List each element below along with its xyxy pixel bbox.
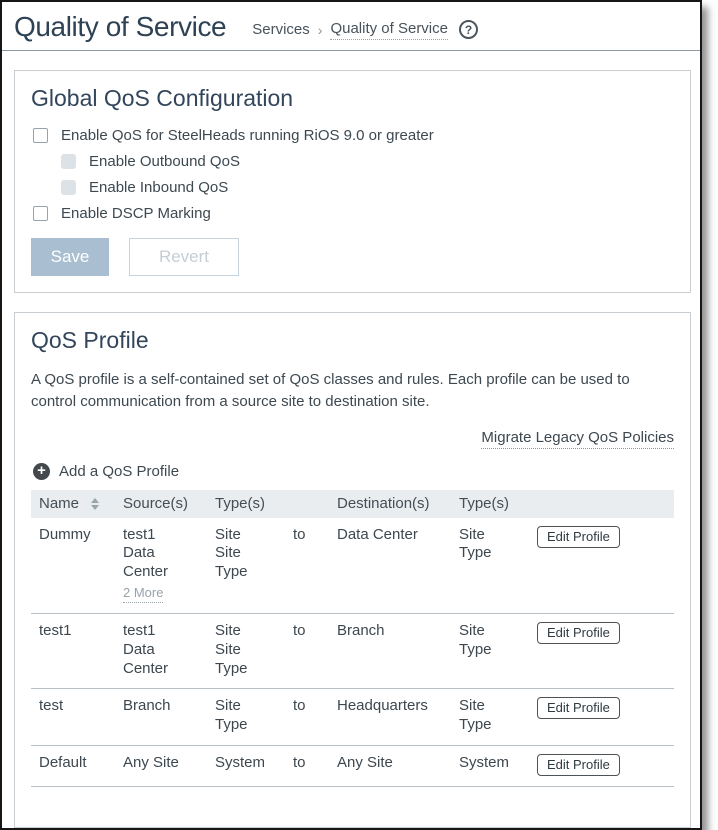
add-qos-profile-label: Add a QoS Profile <box>59 462 180 480</box>
column-header-to <box>285 489 329 518</box>
column-header-name-label: Name <box>39 494 80 512</box>
edit-profile-button[interactable]: Edit Profile <box>537 622 620 644</box>
profile-source-types-cell: Site Site Type <box>207 613 285 690</box>
profile-edit-cell: Edit Profile <box>529 688 674 746</box>
page-title: Quality of Service <box>14 11 227 42</box>
profile-to-cell: to <box>285 517 329 614</box>
enable-inbound-qos-checkbox <box>61 180 76 195</box>
enable-inbound-qos-row: Enable Inbound QoS <box>61 179 674 196</box>
profile-name-cell: test1 <box>31 613 115 690</box>
table-row: Default Any Site System to Any Site Syst… <box>31 745 674 787</box>
revert-button[interactable]: Revert <box>129 238 239 276</box>
enable-qos-row: Enable QoS for SteelHeads running RiOS 9… <box>33 127 674 144</box>
edit-profile-button[interactable]: Edit Profile <box>537 525 620 548</box>
column-header-sources: Source(s) <box>115 489 207 518</box>
enable-qos-checkbox[interactable] <box>33 128 48 143</box>
column-header-name[interactable]: Name <box>31 489 115 518</box>
enable-dscp-checkbox[interactable] <box>33 206 48 221</box>
profile-to-cell: to <box>285 745 329 787</box>
enable-outbound-qos-row: Enable Outbound QoS <box>61 153 674 170</box>
breadcrumb-services-link[interactable]: Services <box>252 21 310 38</box>
enable-qos-label: Enable QoS for SteelHeads running RiOS 9… <box>61 127 434 144</box>
column-header-destinations: Destination(s) <box>329 489 451 518</box>
global-qos-panel: Global QoS Configuration Enable QoS for … <box>14 70 691 293</box>
profile-dest-types-cell: Site Type <box>451 688 529 746</box>
migrate-legacy-link[interactable]: Migrate Legacy QoS Policies <box>481 428 674 449</box>
sort-icon <box>91 497 100 510</box>
profile-destinations-cell: Data Center <box>329 517 451 614</box>
save-button[interactable]: Save <box>31 238 109 276</box>
profile-sources-cell: test1 Data Center 2 More <box>115 517 207 614</box>
enable-dscp-row: Enable DSCP Marking <box>33 205 674 222</box>
breadcrumb-separator-icon: › <box>317 21 323 38</box>
column-header-dest-types: Type(s) <box>451 489 529 518</box>
profile-dest-types-cell: Site Type <box>451 613 529 690</box>
global-qos-actions: Save Revert <box>31 238 674 276</box>
global-qos-heading: Global QoS Configuration <box>31 85 294 111</box>
qos-profile-description: A QoS profile is a self-contained set of… <box>31 371 630 410</box>
profile-edit-cell: Edit Profile <box>529 613 674 690</box>
page-header: Quality of Service Services › Quality of… <box>2 2 700 51</box>
enable-outbound-qos-label: Enable Outbound QoS <box>89 153 240 170</box>
profile-destinations-cell: Any Site <box>329 745 451 787</box>
profile-source-types-cell: System <box>207 745 285 787</box>
profile-name-cell: Default <box>31 745 115 787</box>
profile-sources-cell: Any Site <box>115 745 207 787</box>
migrate-row: Migrate Legacy QoS Policies <box>31 428 674 449</box>
breadcrumb-current-link[interactable]: Quality of Service <box>330 20 448 40</box>
table-row: Dummy test1 Data Center 2 More Site Site Ty… <box>31 517 674 614</box>
screenshot-frame: Quality of Service Services › Quality of… <box>0 0 702 830</box>
profile-edit-cell: Edit Profile <box>529 517 674 614</box>
enable-dscp-label: Enable DSCP Marking <box>61 205 211 222</box>
enable-inbound-qos-label: Enable Inbound QoS <box>89 179 229 196</box>
edit-profile-button[interactable]: Edit Profile <box>537 697 620 720</box>
table-header-row: Name Source(s) Type(s) Destination(s) Ty… <box>31 489 674 518</box>
profile-sources-cell: Branch <box>115 688 207 746</box>
more-link[interactable]: 2 More <box>123 585 164 603</box>
profile-edit-cell: Edit Profile <box>529 745 674 787</box>
column-header-actions <box>529 489 674 518</box>
table-row: test Branch Site Type to Headquarters Si… <box>31 688 674 746</box>
profile-sources-cell: test1 Data Center <box>115 613 207 690</box>
qos-profile-heading: QoS Profile <box>31 327 149 353</box>
qos-profile-panel: QoS Profile A QoS profile is a self-cont… <box>14 312 691 828</box>
table-row: test1 test1 Data Center Site Site Type to … <box>31 613 674 690</box>
help-icon[interactable]: ? <box>458 20 478 39</box>
profile-destinations-cell: Headquarters <box>329 688 451 746</box>
profile-destinations-cell: Branch <box>329 613 451 690</box>
breadcrumb: Services › Quality of Service ? <box>252 15 478 40</box>
profile-source-types-cell: Site Site Type <box>207 517 285 614</box>
profile-to-cell: to <box>285 688 329 746</box>
column-header-source-types: Type(s) <box>207 489 285 518</box>
qos-profile-table: Name Source(s) Type(s) Destination(s) Ty… <box>31 489 674 787</box>
plus-icon: + <box>33 462 50 480</box>
enable-outbound-qos-checkbox <box>61 154 76 169</box>
profile-to-cell: to <box>285 613 329 690</box>
profile-name-cell: test <box>31 688 115 746</box>
edit-profile-button[interactable]: Edit Profile <box>537 753 620 776</box>
profile-dest-types-cell: System <box>451 745 529 787</box>
profile-dest-types-cell: Site Type <box>451 517 529 614</box>
profile-name-cell: Dummy <box>31 517 115 614</box>
profile-source-types-cell: Site Type <box>207 688 285 746</box>
add-qos-profile-button[interactable]: + Add a QoS Profile <box>33 462 180 480</box>
